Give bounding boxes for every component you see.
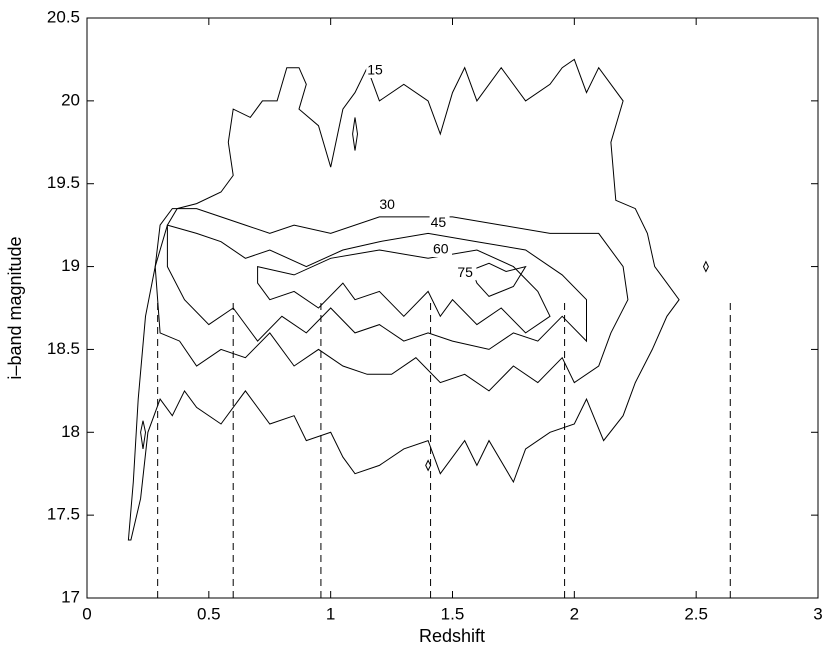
y-tick-label: 20.5 bbox=[47, 7, 80, 26]
contour-label: 60 bbox=[433, 241, 449, 257]
contour-label-bg bbox=[429, 215, 450, 231]
contour-label: 30 bbox=[379, 196, 395, 212]
contour-line bbox=[471, 262, 527, 297]
x-tick-label: 3 bbox=[813, 604, 822, 623]
y-tick-label: 18.5 bbox=[47, 339, 80, 358]
x-tick-label: 2 bbox=[570, 604, 579, 623]
y-tick-label: 18 bbox=[61, 422, 80, 441]
contour-label-bg bbox=[366, 63, 387, 79]
y-axis-label: i–band magnitude bbox=[5, 236, 25, 379]
x-tick-label: 0 bbox=[82, 604, 91, 623]
contour-label: 15 bbox=[367, 62, 383, 78]
y-tick-label: 17.5 bbox=[47, 505, 80, 524]
y-tick-label: 20 bbox=[61, 90, 80, 109]
contour-line bbox=[127, 58, 680, 541]
contour-label-bg bbox=[432, 242, 453, 257]
contour-line bbox=[352, 117, 359, 151]
y-tick-label: 17 bbox=[61, 587, 80, 606]
contour-line bbox=[140, 420, 147, 449]
contour-label: 45 bbox=[431, 214, 447, 230]
contour-label-bg bbox=[456, 265, 477, 281]
plot-frame bbox=[86, 17, 819, 599]
contour-label: 75 bbox=[457, 264, 473, 280]
x-tick-label: 2.5 bbox=[684, 604, 708, 623]
contour-line bbox=[702, 260, 709, 273]
y-tick-label: 19.5 bbox=[47, 173, 80, 192]
contour-line bbox=[154, 208, 629, 392]
contour-line bbox=[257, 249, 551, 334]
x-tick-label: 1.5 bbox=[441, 604, 465, 623]
x-tick-label: 1 bbox=[326, 604, 335, 623]
contour-line bbox=[166, 224, 587, 350]
x-tick-label: 0.5 bbox=[197, 604, 221, 623]
x-axis-label: Redshift bbox=[419, 626, 485, 646]
y-tick-label: 19 bbox=[61, 256, 80, 275]
contour-line bbox=[425, 459, 432, 472]
contour-label-bg bbox=[378, 197, 399, 213]
